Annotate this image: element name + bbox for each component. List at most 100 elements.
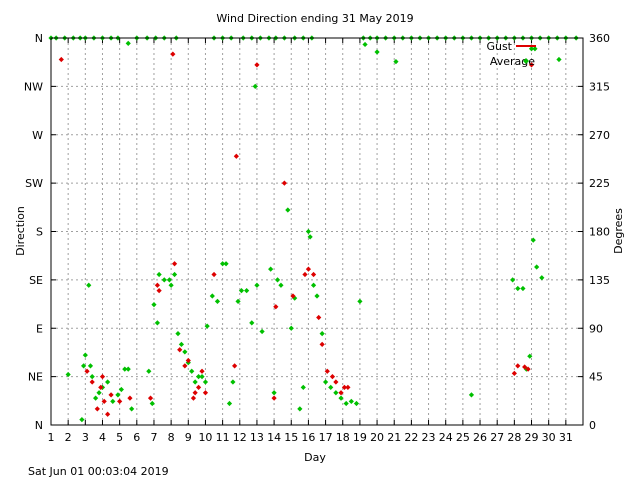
x-tick-label: 29 [525, 431, 539, 444]
data-points [48, 35, 579, 423]
x-tick-label: 22 [404, 431, 418, 444]
average-point [93, 395, 99, 401]
y-tick-label-right: 0 [589, 419, 596, 432]
average-point [65, 371, 71, 378]
average-point [220, 261, 226, 267]
y-tick-label-left: SE [29, 274, 43, 287]
gust-point [233, 153, 239, 159]
average-point [348, 398, 354, 404]
x-tick-label: 3 [82, 431, 89, 444]
average-point [178, 341, 185, 347]
average-point [199, 374, 205, 380]
gust-point [185, 357, 191, 364]
gust-point [89, 379, 95, 385]
average-point [86, 282, 92, 288]
average-point [305, 228, 312, 235]
gust-point [190, 395, 197, 401]
gust-point [170, 51, 176, 57]
average-point [89, 374, 95, 380]
average-point [146, 368, 152, 374]
plot-frame [50, 37, 584, 426]
average-point [125, 40, 131, 46]
average-point [244, 288, 250, 294]
x-tick-label: 9 [185, 431, 192, 444]
average-point [166, 277, 173, 283]
x-tick-label: 21 [387, 431, 401, 444]
y-tick-label-left: S [36, 226, 43, 239]
average-point [125, 366, 131, 372]
average-point [192, 379, 198, 385]
average-point [96, 390, 102, 396]
gust-point [341, 384, 348, 390]
average-point [539, 275, 545, 281]
x-tick-label: 20 [370, 431, 384, 444]
x-tick-label: 19 [353, 431, 367, 444]
chart-title: Wind Direction ending 31 May 2019 [216, 12, 413, 25]
x-tick-label: 15 [284, 431, 298, 444]
average-point [510, 277, 516, 283]
x-axis-title: Day [304, 451, 326, 464]
y-axis-title-right: Degrees [612, 208, 625, 254]
average-point [288, 325, 294, 331]
legend: Gust Average [486, 40, 536, 68]
average-point [532, 46, 538, 52]
x-tick-label: 24 [439, 431, 453, 444]
x-tick-label: 5 [116, 431, 123, 444]
legend-average-swatch [523, 58, 529, 64]
average-point [468, 392, 475, 398]
x-tick-label: 4 [99, 431, 106, 444]
average-point [249, 320, 255, 326]
average-point [252, 83, 258, 89]
average-point [274, 277, 281, 283]
gust-point [324, 368, 330, 374]
gust-point [345, 384, 351, 390]
average-point [214, 298, 221, 304]
gust-point [310, 271, 317, 278]
average-point [343, 400, 349, 407]
gust-point [94, 406, 100, 412]
average-point [259, 328, 265, 335]
average-point [209, 293, 215, 299]
y-tick-label-right: 180 [589, 226, 610, 239]
average-point [322, 379, 329, 385]
y-tick-label-left: NE [28, 371, 43, 384]
gust-point [271, 395, 277, 401]
y-tick-label-right: 90 [589, 322, 603, 335]
y-tick-label-left: W [32, 129, 43, 142]
y-axis-degree-labels: 0 45 90 135 180 225 270 315 360 [589, 32, 610, 432]
y-tick-label-left: SW [25, 177, 43, 190]
y-axis-title-left: Direction [14, 206, 27, 256]
average-point [300, 384, 306, 390]
average-point [182, 349, 188, 355]
average-point [202, 379, 209, 385]
x-tick-label: 27 [490, 431, 504, 444]
average-point [115, 392, 121, 398]
average-point [204, 323, 210, 329]
average-point [338, 395, 344, 401]
gust-point [515, 363, 521, 369]
average-point [353, 400, 360, 407]
average-point [254, 282, 260, 288]
x-tick-label: 8 [168, 431, 175, 444]
x-tick-label: 25 [456, 431, 470, 444]
average-point [292, 295, 298, 301]
y-tick-label-right: 225 [589, 177, 610, 190]
average-point [223, 261, 229, 267]
gust-point [147, 395, 154, 401]
average-point [333, 390, 339, 396]
gust-point [199, 368, 205, 374]
gust-point [254, 62, 260, 68]
average-point [154, 320, 160, 326]
average-point [268, 266, 274, 272]
gust-point [338, 390, 344, 396]
average-point [81, 363, 87, 369]
gust-point [156, 288, 162, 294]
gust-point [305, 266, 312, 272]
gust-point [211, 271, 217, 278]
average-point [168, 282, 174, 288]
y-tick-label-right: 270 [589, 129, 610, 142]
x-tick-label: 2 [65, 431, 72, 444]
x-tick-label: 17 [319, 431, 333, 444]
x-tick-label: 31 [559, 431, 573, 444]
